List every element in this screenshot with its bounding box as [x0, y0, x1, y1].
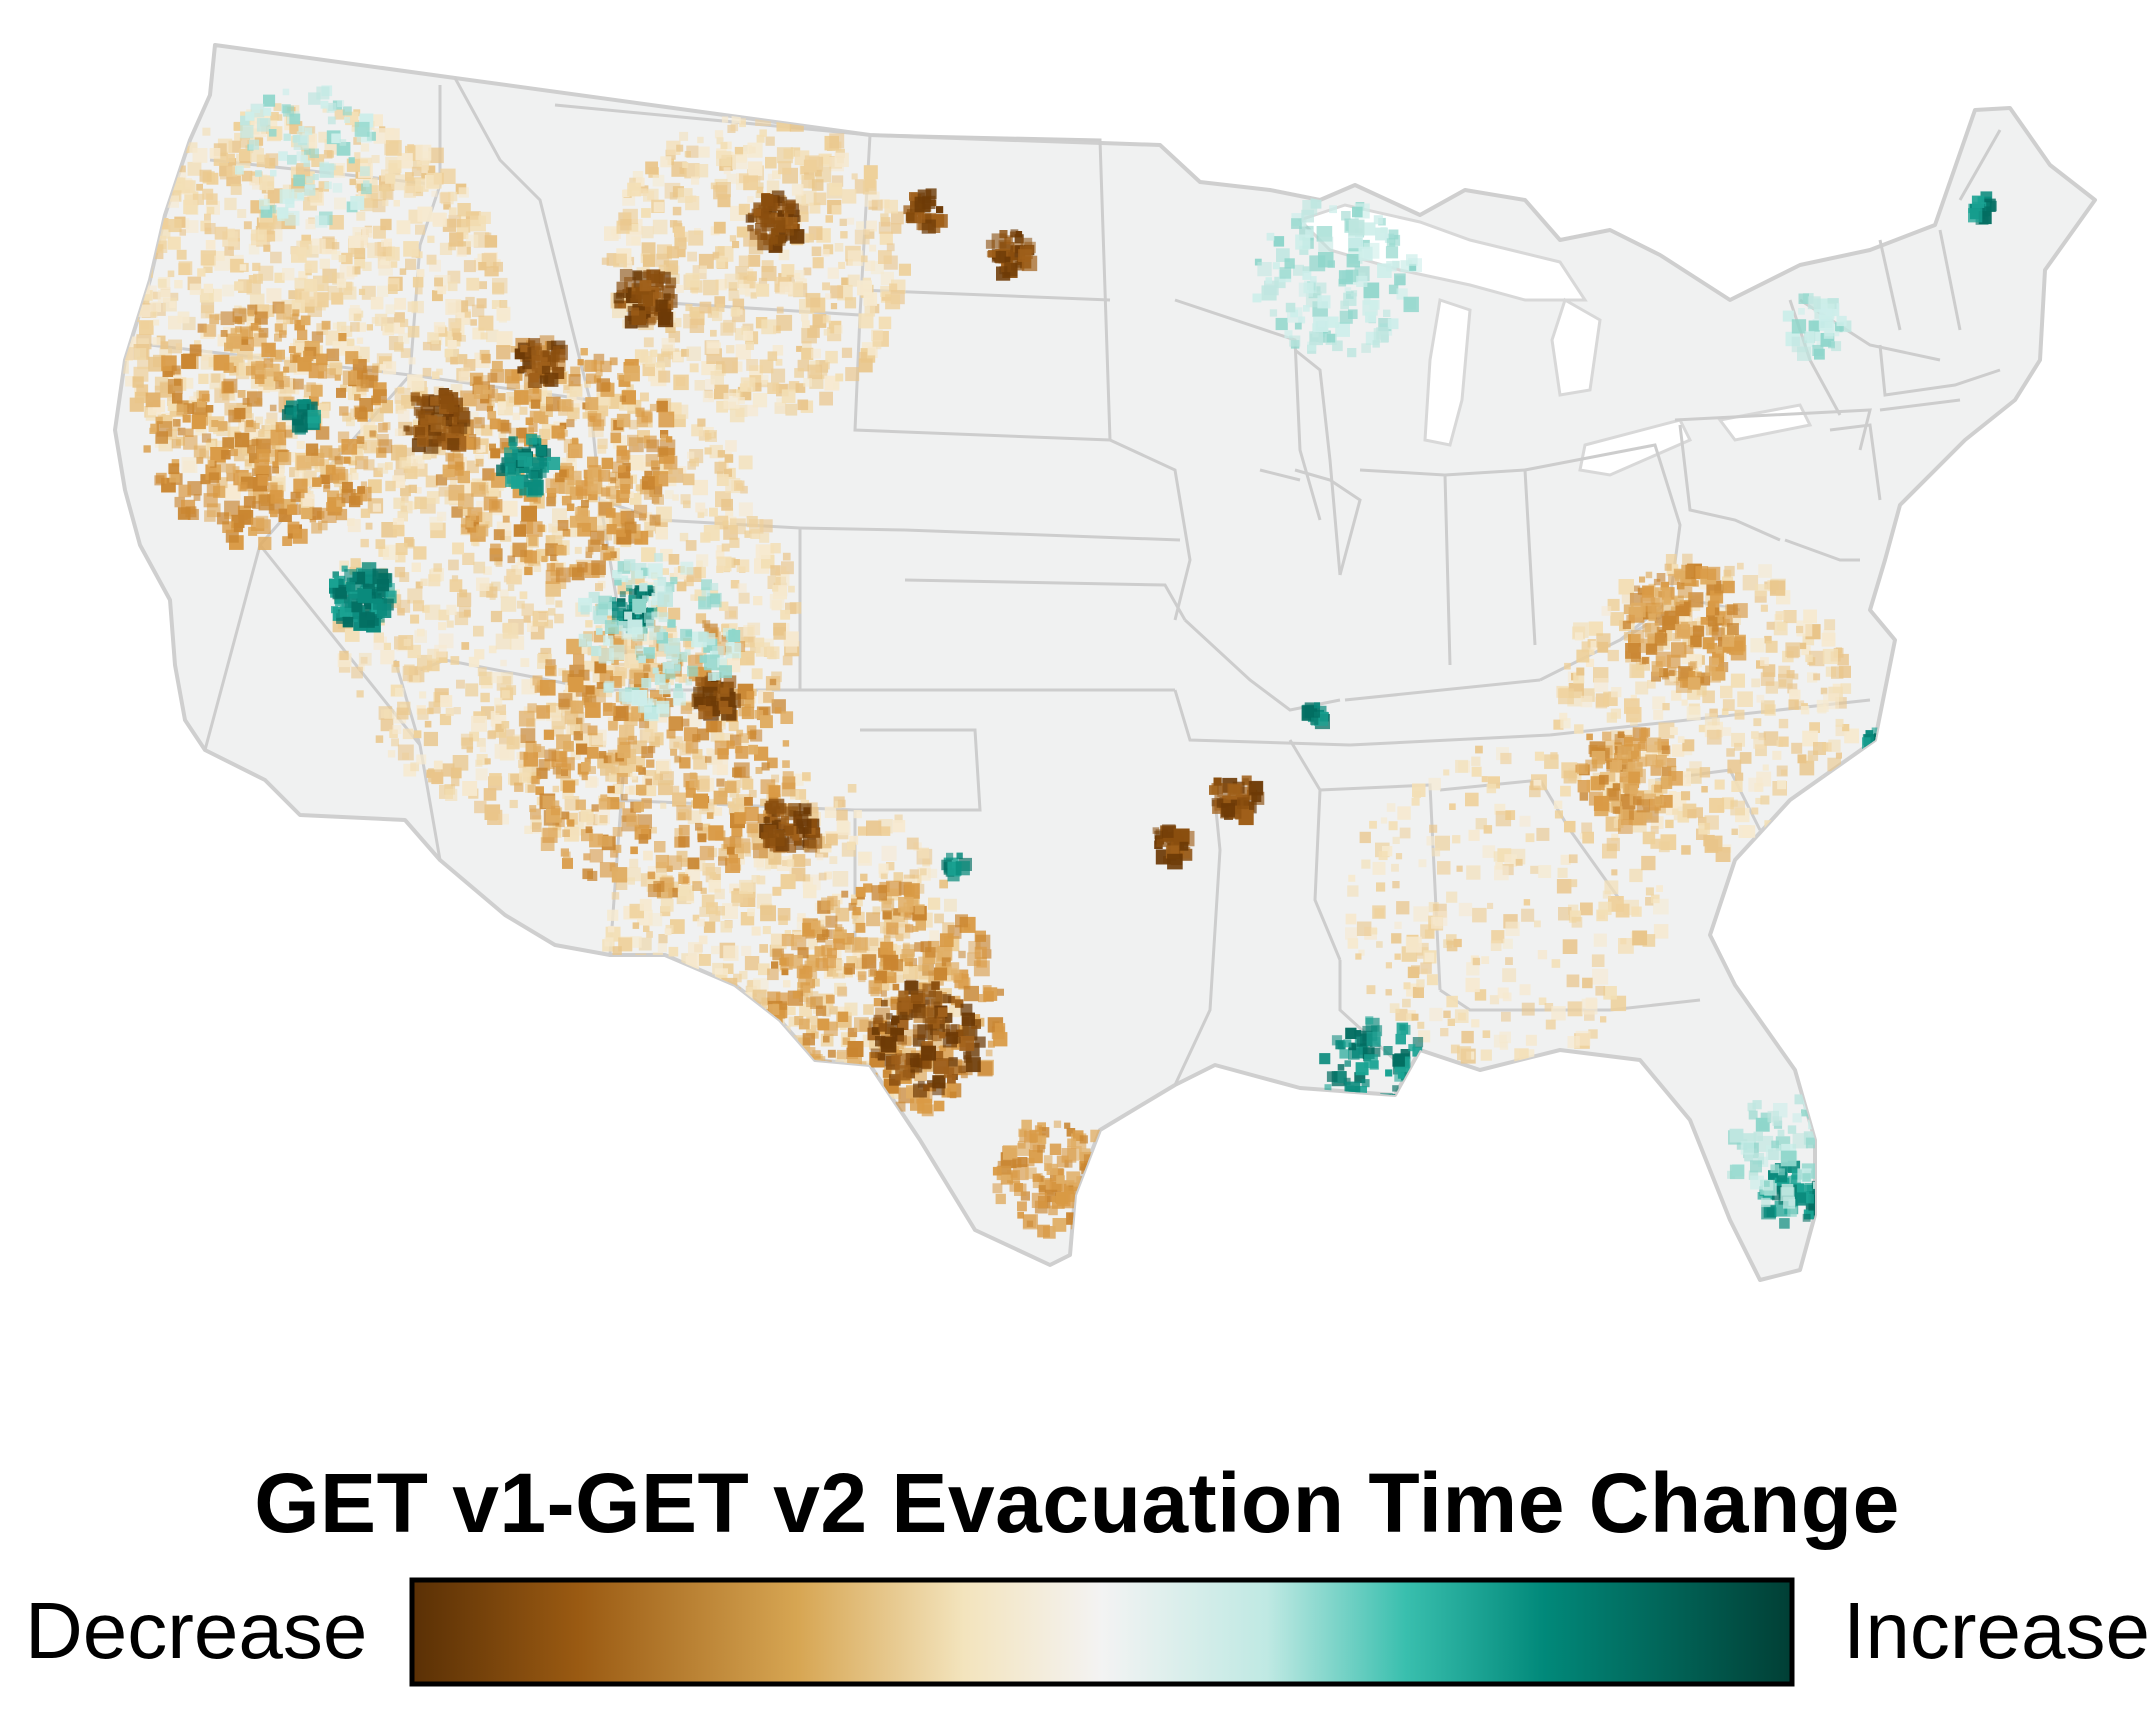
legend-colorbar: [409, 1577, 1795, 1687]
legend-high-label: Increase: [1843, 1586, 2150, 1675]
evacuation-change-raster: [115, 85, 1997, 1239]
great-lakes: [1297, 203, 1813, 477]
legend-title: GET v1-GET v2 Evacuation Time Change: [254, 1456, 1900, 1550]
legend-low-label: Decrease: [25, 1586, 368, 1675]
